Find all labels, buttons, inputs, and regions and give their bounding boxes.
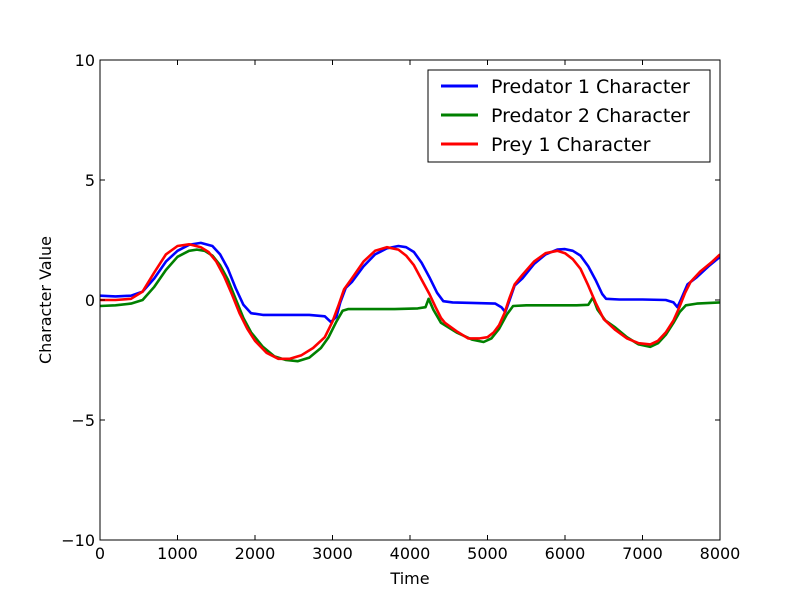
legend-label-predator-1: Predator 1 Character (491, 76, 690, 98)
x-tick-label: 7000 (622, 544, 663, 563)
x-tick-label: 2000 (235, 544, 276, 563)
x-tick-label: 0 (95, 544, 105, 563)
x-tick-label: 1000 (157, 544, 198, 563)
y-tick-label: −5 (71, 411, 95, 430)
x-tick-label: 6000 (545, 544, 586, 563)
y-tick-label: 0 (85, 291, 95, 310)
x-axis-label: Time (389, 569, 429, 588)
x-tick-label: 4000 (390, 544, 431, 563)
series-line-prey-1-character (100, 243, 720, 361)
legend-label-predator-2: Predator 2 Character (491, 105, 690, 127)
tick-labels: 0 1000 2000 3000 4000 5000 6000 7000 8000 −10 −5 0 5… (61, 51, 740, 563)
y-tick-label: 5 (85, 171, 95, 190)
series-line-predator-1-character (100, 241, 720, 324)
x-tick-label: 5000 (467, 544, 508, 563)
legend-label-prey-1: Prey 1 Character (491, 134, 651, 156)
x-tick-label: 3000 (312, 544, 353, 563)
series-layer (100, 241, 720, 363)
y-axis-label: Character Value (36, 236, 55, 364)
y-tick-label: −10 (61, 531, 95, 550)
legend: Predator 1 Character Predator 2 Characte… (427, 69, 711, 163)
y-tick-label: 10 (75, 51, 95, 70)
x-tick-label: 8000 (700, 544, 741, 563)
ticks-layer (99, 59, 721, 541)
